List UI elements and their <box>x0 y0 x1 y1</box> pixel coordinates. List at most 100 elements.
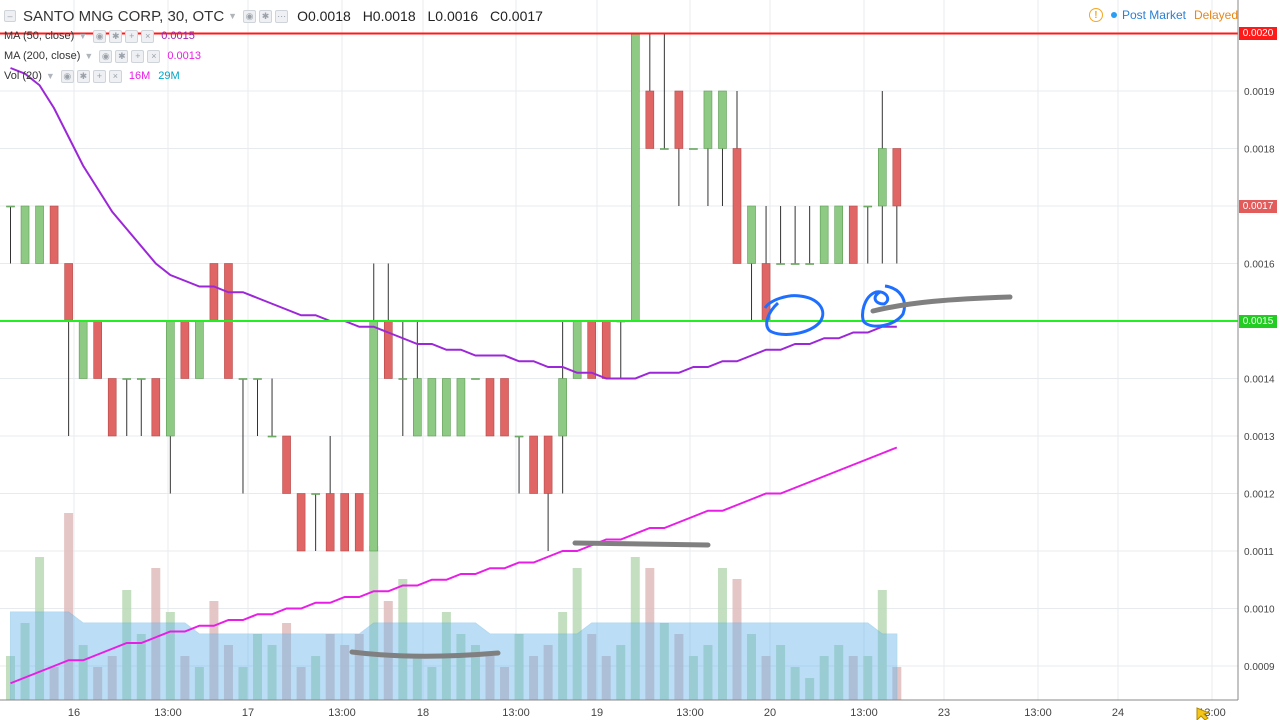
volume-bar <box>616 645 626 700</box>
more-icon[interactable]: ⋯ <box>275 9 289 23</box>
candle-body <box>703 90 713 149</box>
y-tick-label: 0.0009 <box>1244 662 1275 673</box>
gear-icon[interactable]: ✱ <box>76 69 90 83</box>
gear-icon[interactable]: ✱ <box>259 9 273 23</box>
collapse-icon[interactable]: – <box>4 10 16 22</box>
open-value: O0.0018 <box>297 8 351 24</box>
volume-label[interactable]: Vol (20) <box>4 70 42 82</box>
candle <box>703 90 713 206</box>
add-icon[interactable]: + <box>92 69 106 83</box>
candle-body <box>848 205 858 264</box>
close-icon[interactable]: × <box>108 69 122 83</box>
volume-bar <box>717 568 727 700</box>
y-tick-label: 0.0011 <box>1244 547 1274 558</box>
candle-body <box>732 148 742 264</box>
volume-bar <box>296 667 306 700</box>
price-axis-label: 0.0015 <box>1239 314 1277 328</box>
x-tick-label: 23 <box>938 707 950 719</box>
plot-background <box>0 0 1238 700</box>
volume-bar <box>311 656 321 700</box>
eye-icon[interactable]: ◉ <box>243 9 257 23</box>
add-icon[interactable]: + <box>125 29 139 43</box>
volume-bar <box>151 568 161 700</box>
volume-bar <box>688 656 698 700</box>
candle-body <box>107 378 117 437</box>
ma200-legend: MA (200, close) ▼ ◉ ✱ + × 0.0013 <box>0 48 201 64</box>
volume-bar <box>834 645 844 700</box>
candle-body <box>122 378 132 380</box>
chevron-down-icon[interactable]: ▼ <box>78 31 88 41</box>
candle <box>601 320 611 379</box>
candle <box>20 205 30 264</box>
x-tick-label: 18 <box>417 707 429 719</box>
eye-icon[interactable]: ◉ <box>93 29 107 43</box>
candle-body <box>311 493 320 495</box>
candle-body <box>558 378 567 437</box>
volume-bar <box>20 623 30 700</box>
volume-bar <box>325 634 335 700</box>
volume-bar <box>500 667 510 700</box>
candle <box>558 321 567 494</box>
add-icon[interactable]: + <box>131 49 145 63</box>
candle-body <box>442 378 451 437</box>
candle <box>514 435 524 494</box>
candle-body <box>877 148 887 207</box>
gear-icon[interactable]: ✱ <box>109 29 123 43</box>
annotation-underline-2 <box>572 540 711 548</box>
post-market-label[interactable]: Post Market <box>1121 8 1186 22</box>
ma200-label[interactable]: MA (200, close) <box>4 50 81 62</box>
candle-body <box>6 205 15 208</box>
candle-body <box>20 205 30 264</box>
candle <box>718 90 727 206</box>
symbol-title[interactable]: SANTO MNG CORP, 30, OTC <box>23 7 225 25</box>
candle-body <box>471 378 480 380</box>
chevron-down-icon[interactable]: ▼ <box>45 71 55 81</box>
candle <box>892 148 902 264</box>
warning-icon[interactable]: ! <box>1088 8 1103 22</box>
candle <box>267 378 277 438</box>
candle-body <box>354 493 364 552</box>
volume-bar <box>35 557 45 700</box>
ma50-label[interactable]: MA (50, close) <box>4 30 75 42</box>
candle <box>689 148 698 150</box>
volume-bar <box>107 656 117 700</box>
volume-bar <box>383 601 393 700</box>
candle <box>877 91 887 264</box>
close-icon[interactable]: × <box>141 29 155 43</box>
x-tick-label: 13:00 <box>850 707 878 719</box>
candle <box>354 493 364 552</box>
chevron-down-icon[interactable]: ▼ <box>228 11 238 21</box>
candle <box>253 378 262 436</box>
candle-body <box>340 493 349 552</box>
volume-bar <box>805 678 815 700</box>
candle <box>660 33 669 150</box>
gear-icon[interactable]: ✱ <box>115 49 129 63</box>
candle <box>413 321 422 437</box>
annotation-underline-1 <box>870 294 1013 314</box>
candle-body <box>238 378 248 380</box>
x-tick-label: 13:00 <box>1024 707 1052 719</box>
eye-icon[interactable]: ◉ <box>60 69 74 83</box>
annotation-circle-1 <box>763 294 825 336</box>
chevron-down-icon[interactable]: ▼ <box>84 51 94 61</box>
price-axis-label: 0.0020 <box>1239 27 1277 40</box>
volume-bar <box>645 568 655 700</box>
volume-bar <box>78 645 88 700</box>
delayed-label[interactable]: Delayed <box>1193 8 1238 22</box>
candle <box>238 378 248 494</box>
candle <box>805 206 814 265</box>
y-tick-label: 0.0018 <box>1244 145 1275 156</box>
volume-bar <box>848 656 858 700</box>
eye-icon[interactable]: ◉ <box>99 49 113 63</box>
candle-body <box>369 320 379 552</box>
ohlc-values: O0.0018 H0.0018 L0.0016 C0.0017 <box>297 8 551 24</box>
close-icon[interactable]: × <box>147 49 161 63</box>
volume-bar <box>659 623 669 700</box>
candle <box>732 91 742 264</box>
candle <box>427 378 437 437</box>
price-lines <box>0 32 1238 322</box>
candle-body <box>529 435 538 494</box>
candle-body <box>514 435 524 438</box>
candle-body <box>587 320 597 379</box>
